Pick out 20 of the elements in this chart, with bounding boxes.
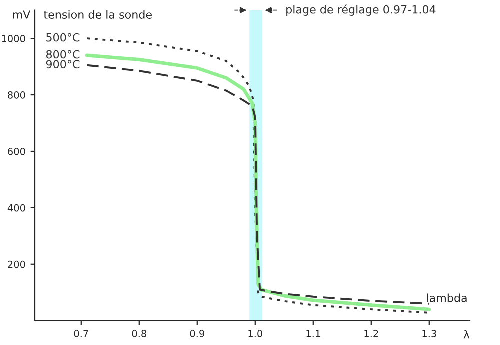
y-tick-label: 400	[8, 204, 26, 212]
x-tick-label: 1.2	[364, 330, 378, 338]
y-axis-title: mV	[13, 10, 31, 19]
series-label: 500°C	[46, 33, 80, 42]
x-axis-title: λ	[464, 330, 470, 339]
y-tick-label: 800	[8, 92, 26, 99]
series-label: 900°C	[46, 60, 80, 69]
y-tick-label: 200	[8, 260, 26, 268]
chart-title: tension de la sonde	[44, 10, 152, 19]
x-tick-label: 0.8	[132, 330, 146, 338]
y-tick-label: 600	[8, 148, 26, 156]
x-tick-label: 0.9	[190, 330, 204, 338]
x-tick-label: 1.3	[422, 330, 436, 338]
y-tick-label: 1000	[2, 35, 26, 42]
x-tick-label: 0.7	[74, 330, 88, 338]
x-tick-label: 1.1	[306, 330, 320, 338]
x-tick-label: 1.0	[248, 330, 262, 338]
series-label: 800°C	[46, 50, 80, 59]
annotation: lambda	[427, 294, 467, 302]
band-label: plage de réglage 0.97-1.04	[286, 4, 436, 16]
